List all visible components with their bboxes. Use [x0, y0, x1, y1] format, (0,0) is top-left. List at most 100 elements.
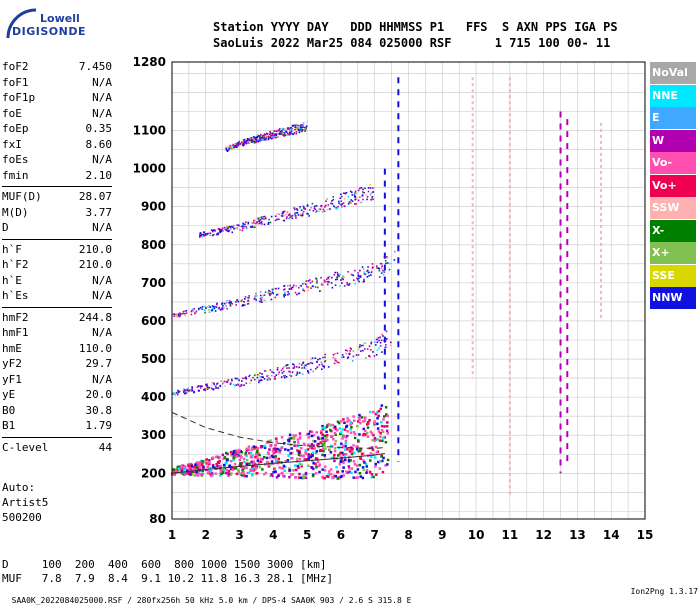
echo-point	[278, 451, 281, 454]
echo-point	[289, 133, 291, 136]
echo-point	[341, 206, 343, 208]
echo-point	[339, 451, 342, 455]
echo-point	[221, 229, 223, 231]
echo-point	[333, 447, 337, 450]
echo-point	[280, 133, 282, 135]
echo-point	[292, 284, 295, 287]
echo-point	[296, 372, 299, 375]
echo-point	[216, 464, 219, 468]
param-row: h`F2 210.0	[2, 258, 112, 274]
echo-point	[287, 291, 289, 293]
echo-point	[204, 311, 206, 314]
echo-point	[307, 289, 310, 292]
echo-point	[212, 388, 215, 391]
echo-point	[364, 348, 366, 350]
param-value: 28.07	[78, 190, 112, 203]
echo-point	[377, 410, 381, 413]
echo-point	[230, 301, 232, 303]
param-name: foF2	[2, 60, 29, 73]
echo-point	[186, 388, 188, 391]
echo-point	[249, 468, 253, 471]
echo-point	[329, 424, 332, 427]
echo-point	[288, 475, 291, 479]
echo-point	[188, 389, 191, 392]
echo-point	[326, 438, 329, 442]
echo-point	[300, 463, 303, 466]
echo-point	[364, 462, 368, 466]
echo-point	[298, 129, 300, 131]
echo-point	[220, 230, 223, 233]
echo-point	[183, 472, 186, 475]
echo-point	[296, 444, 300, 448]
echo-point	[267, 223, 270, 225]
echo-point	[289, 452, 292, 455]
echo-point	[201, 306, 204, 308]
echo-point	[261, 379, 263, 381]
muf-distance-table: D 100 200 400 600 800 1000 1500 3000 [km…	[2, 558, 333, 586]
echo-point	[349, 428, 352, 431]
param-name: h`Es	[2, 289, 29, 302]
echo-point	[276, 367, 279, 369]
echo-point	[339, 285, 341, 287]
echo-point	[370, 341, 373, 344]
echo-point	[228, 230, 230, 233]
echo-point	[379, 262, 382, 265]
echo-point	[292, 363, 294, 365]
echo-point	[344, 192, 347, 195]
echo-point	[377, 337, 380, 339]
echo-point	[245, 454, 248, 457]
echo-point	[288, 217, 290, 220]
echo-point	[285, 364, 287, 367]
echo-point	[322, 282, 324, 284]
echo-point	[309, 455, 313, 459]
echo-point	[253, 221, 255, 224]
echo-point	[245, 226, 248, 228]
echo-point	[350, 199, 352, 201]
echo-point	[240, 462, 243, 465]
echo-point	[376, 341, 379, 344]
echo-point	[321, 424, 324, 428]
echo-point	[322, 447, 325, 450]
x-tick-label: 15	[637, 528, 654, 542]
echo-point	[315, 457, 319, 460]
echo-point	[356, 277, 358, 280]
echo-point	[247, 300, 249, 302]
echo-point	[233, 146, 235, 148]
echo-point	[223, 456, 227, 459]
echo-point	[229, 450, 233, 454]
echo-point	[272, 471, 275, 474]
echo-point	[240, 141, 243, 144]
echo-point	[226, 381, 229, 383]
echo-point	[255, 139, 258, 142]
echo-point	[173, 392, 175, 394]
echo-point	[226, 149, 229, 152]
echo-point	[379, 435, 382, 439]
echo-point	[216, 302, 218, 305]
echo-point	[205, 462, 208, 465]
echo-point	[369, 184, 371, 186]
echo-point	[344, 452, 347, 456]
echo-point	[307, 464, 310, 468]
echo-point	[222, 305, 224, 307]
echo-point	[205, 307, 207, 309]
echo-point	[302, 442, 306, 445]
echo-point	[289, 371, 291, 373]
echo-point	[366, 435, 370, 438]
echo-point	[275, 134, 278, 137]
echo-point	[236, 142, 238, 145]
echo-point	[327, 473, 330, 476]
echo-point	[184, 390, 187, 392]
echo-point	[351, 360, 354, 362]
echo-point	[225, 461, 228, 465]
echo-point	[332, 356, 335, 359]
echo-point	[261, 223, 263, 225]
echo-point	[288, 367, 290, 369]
echo-point	[260, 221, 263, 223]
echo-point	[324, 280, 327, 283]
echo-point	[336, 276, 338, 279]
echo-point	[248, 142, 251, 144]
echo-point	[325, 434, 329, 437]
echo-point	[238, 464, 241, 468]
echo-point	[380, 267, 383, 269]
echo-point	[286, 127, 289, 129]
